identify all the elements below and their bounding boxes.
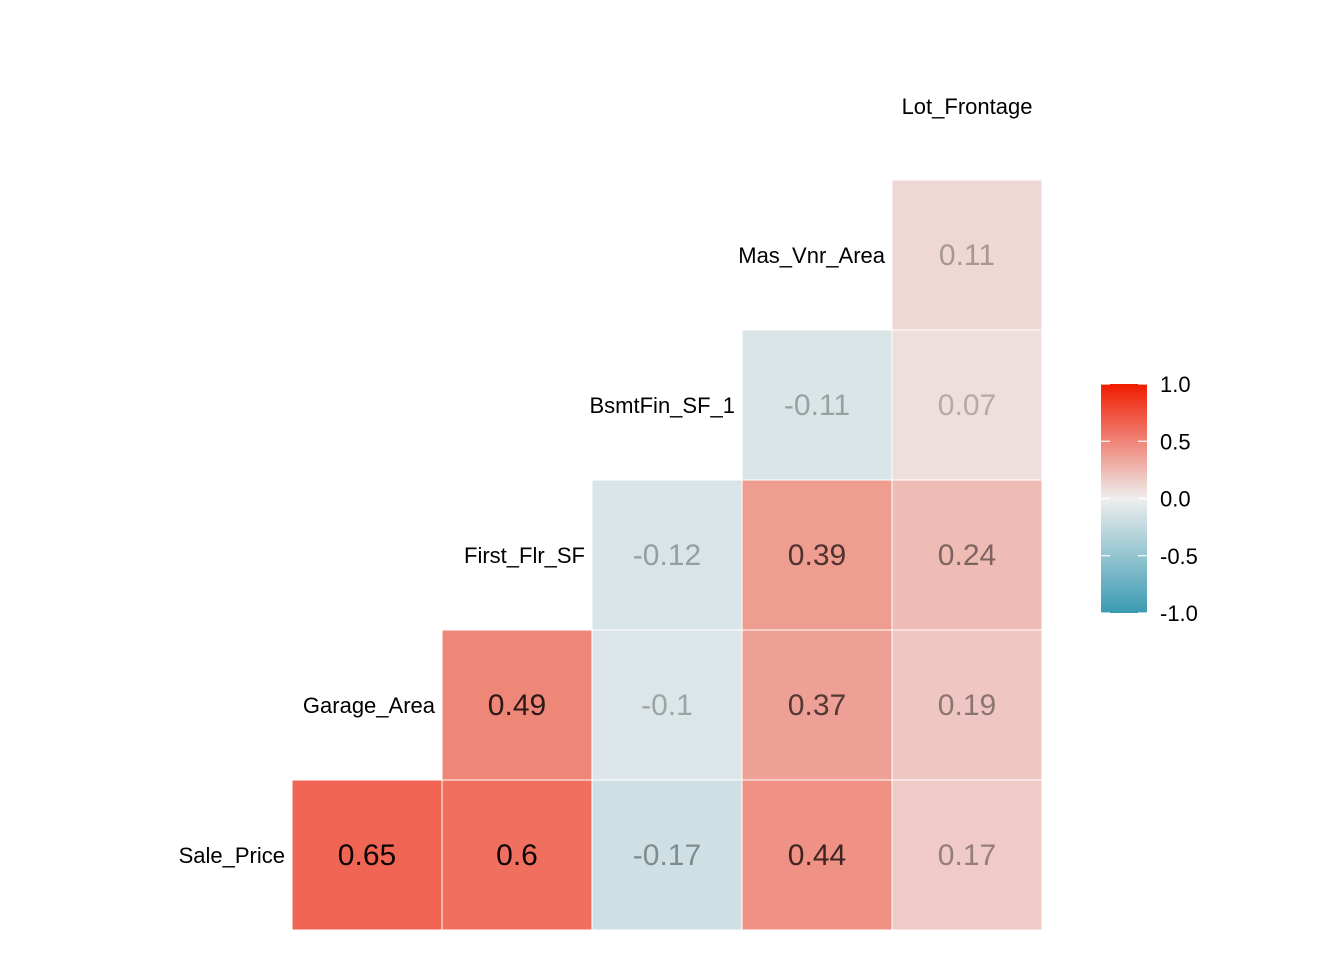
legend-tick-label: -1.0 xyxy=(1160,601,1198,626)
color-legend: 1.0 0.5 0.0 -0.5 -1.0 xyxy=(1101,372,1198,626)
heatmap-cell-rect xyxy=(441,779,593,931)
variable-label-BsmtFin_SF_1: BsmtFin_SF_1 xyxy=(590,393,736,418)
legend-tick-label: 0.0 xyxy=(1160,487,1191,512)
heatmap-cell-Mas_Vnr_Area-Lot_Frontage: 0.11 xyxy=(891,179,1043,331)
heatmap-cell-value: 0.37 xyxy=(788,689,846,722)
variable-label-Sale_Price: Sale_Price xyxy=(179,843,285,868)
variable-label-Mas_Vnr_Area: Mas_Vnr_Area xyxy=(738,243,886,268)
legend-ticks: 1.0 0.5 0.0 -0.5 -1.0 xyxy=(1101,372,1198,626)
heatmap-cell-rect xyxy=(891,329,1043,481)
heatmap-cell-rect xyxy=(591,479,743,631)
heatmap-cell-Garage_Area-Lot_Frontage: 0.19 xyxy=(891,629,1043,781)
variable-label-Garage_Area: Garage_Area xyxy=(303,693,436,718)
legend-tick-label: -0.5 xyxy=(1160,544,1198,569)
heatmap-cell-rect xyxy=(591,779,743,931)
heatmap-cell-value: -0.1 xyxy=(641,689,693,722)
heatmap-cell-value: 0.17 xyxy=(938,839,996,872)
heatmap-cell-value: 0.07 xyxy=(938,389,996,422)
heatmap-cell-value: 0.39 xyxy=(788,539,846,572)
heatmap-cell-rect xyxy=(441,629,593,781)
heatmap-cell-BsmtFin_SF_1-Lot_Frontage: 0.07 xyxy=(891,329,1043,481)
heatmap-cell-Sale_Price-First_Flr_SF: 0.6 xyxy=(441,779,593,931)
heatmap-cell-BsmtFin_SF_1-Mas_Vnr_Area: -0.11 xyxy=(741,329,893,481)
heatmap-cell-rect xyxy=(591,629,743,781)
heatmap-cell-Garage_Area-First_Flr_SF: 0.49 xyxy=(441,629,593,781)
heatmap-cell-rect xyxy=(741,479,893,631)
heatmap-cell-Sale_Price-Lot_Frontage: 0.17 xyxy=(891,779,1043,931)
heatmap-cell-First_Flr_SF-Lot_Frontage: 0.24 xyxy=(891,479,1043,631)
heatmap-cell-value: 0.6 xyxy=(496,839,538,872)
heatmap-cell-value: 0.19 xyxy=(938,689,996,722)
heatmap-cell-value: 0.24 xyxy=(938,539,996,572)
heatmap-cells: 0.11 -0.11 0.07 -0.12 0.39 0.24 0.49 -0.1 0.37 0.… xyxy=(291,179,1043,931)
heatmap-cell-Sale_Price-BsmtFin_SF_1: -0.17 xyxy=(591,779,743,931)
legend-tick-label: 1.0 xyxy=(1160,372,1191,397)
heatmap-cell-value: -0.11 xyxy=(784,389,850,422)
variable-label-Lot_Frontage: Lot_Frontage xyxy=(902,94,1033,119)
heatmap-cell-value: 0.11 xyxy=(939,239,995,272)
heatmap-cell-rect xyxy=(741,329,893,481)
legend-tick-label: 0.5 xyxy=(1160,429,1191,454)
variable-labels: Lot_Frontage Mas_Vnr_Area BsmtFin_SF_1 Firs… xyxy=(179,94,1033,868)
variable-label-First_Flr_SF: First_Flr_SF xyxy=(464,543,585,568)
heatmap-cell-Sale_Price-Garage_Area: 0.65 xyxy=(291,779,443,931)
heatmap-cell-Garage_Area-Mas_Vnr_Area: 0.37 xyxy=(741,629,893,781)
heatmap-cell-First_Flr_SF-BsmtFin_SF_1: -0.12 xyxy=(591,479,743,631)
heatmap-cell-value: 0.44 xyxy=(788,839,846,872)
heatmap-cell-value: 0.49 xyxy=(488,689,546,722)
heatmap-cell-value: -0.12 xyxy=(633,539,701,572)
heatmap-cell-value: 0.65 xyxy=(338,839,396,872)
heatmap-cell-rect xyxy=(891,629,1043,781)
heatmap-cell-value: -0.17 xyxy=(633,839,701,872)
heatmap-cell-rect xyxy=(891,179,1043,331)
heatmap-cell-rect xyxy=(891,779,1043,931)
heatmap-cell-rect xyxy=(741,779,893,931)
heatmap-cell-Garage_Area-BsmtFin_SF_1: -0.1 xyxy=(591,629,743,781)
heatmap-cell-Sale_Price-Mas_Vnr_Area: 0.44 xyxy=(741,779,893,931)
heatmap-cell-rect xyxy=(891,479,1043,631)
heatmap-cell-First_Flr_SF-Mas_Vnr_Area: 0.39 xyxy=(741,479,893,631)
